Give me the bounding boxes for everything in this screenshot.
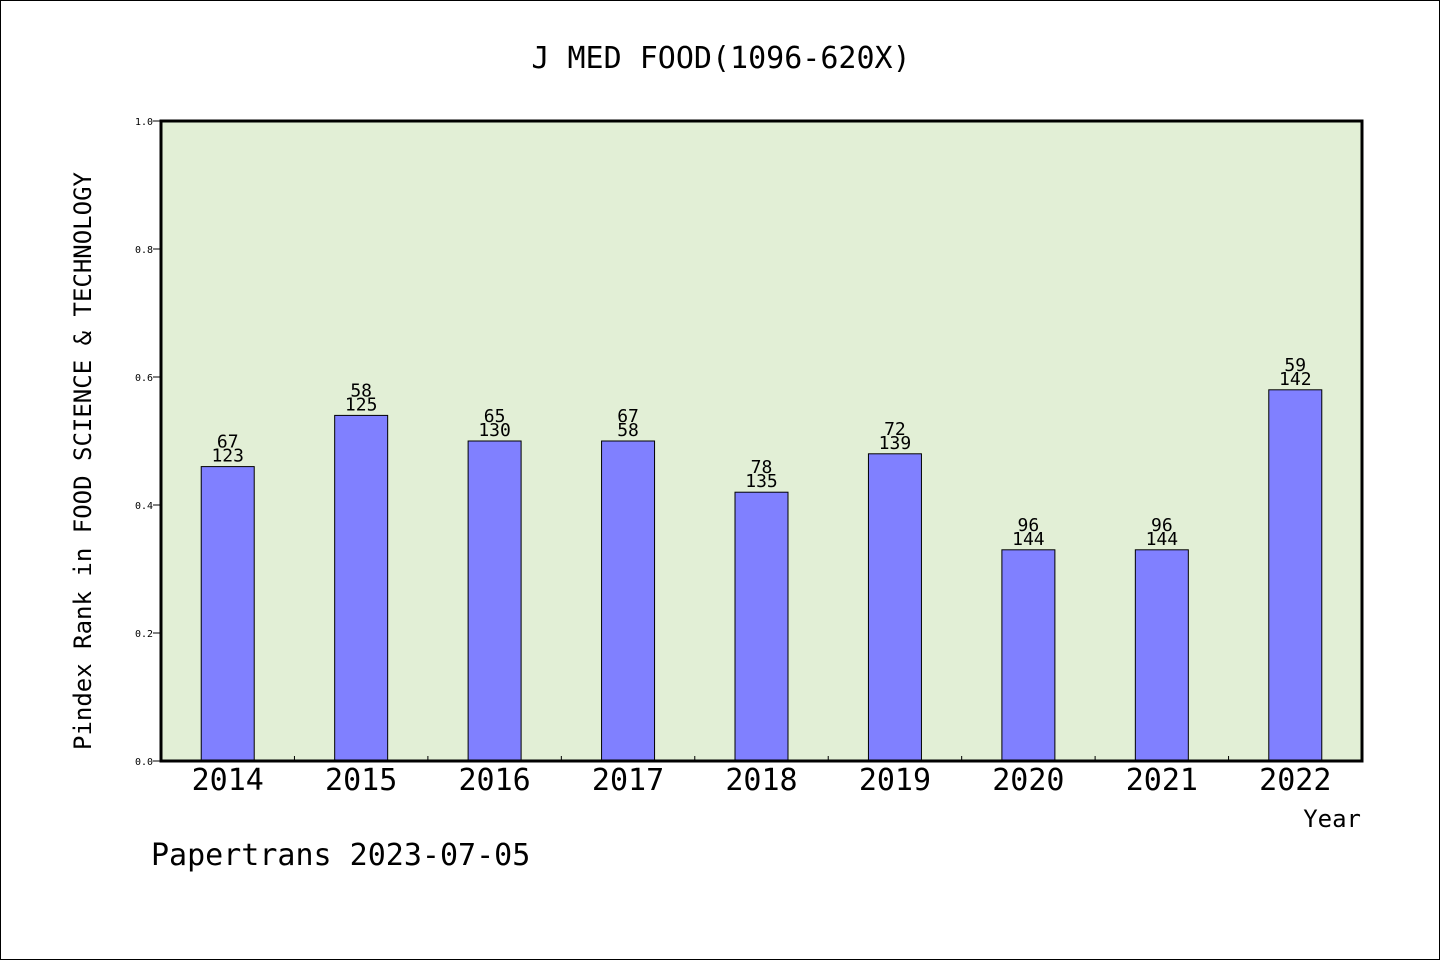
plot-border — [159, 119, 1364, 763]
bar-total-label: 144 — [1146, 529, 1179, 550]
bar-total-label: 123 — [211, 446, 244, 467]
x-axis-label: Year — [1303, 805, 1361, 833]
bar-total-label: 142 — [1279, 369, 1312, 390]
footer-text: Papertrans 2023-07-05 — [151, 838, 530, 873]
x-tick-label: 2020 — [992, 763, 1064, 798]
bar-rank-label: 59 — [1284, 355, 1306, 376]
bar-2017 — [601, 440, 656, 762]
bars: 6712358125651306758781357213996144961445… — [200, 355, 1323, 762]
bar-total-label: 144 — [1012, 529, 1045, 550]
y-tick-label: 0.4 — [135, 501, 153, 512]
x-tick-label: 2017 — [592, 763, 664, 798]
y-tick-label: 1.0 — [135, 117, 153, 128]
x-tick-label: 2016 — [458, 763, 530, 798]
y-tick-label: 0.2 — [135, 629, 153, 640]
bar-total-label: 58 — [617, 420, 639, 441]
bar-2020 — [1001, 549, 1056, 762]
x-tick-label: 2019 — [859, 763, 931, 798]
bar-rank-label: 96 — [1018, 515, 1040, 536]
bar-total-label: 139 — [879, 433, 912, 454]
x-tick-label: 2014 — [192, 763, 264, 798]
bar-total-label: 125 — [345, 394, 378, 415]
x-tick-label: 2022 — [1259, 763, 1331, 798]
x-tick-label: 2015 — [325, 763, 397, 798]
x-axis: 2014 2015 2016 2017 2018 2019 2020 2021 2022 — [192, 756, 1331, 798]
bar-rank-label: 67 — [217, 432, 239, 453]
bar-total-label: 130 — [478, 420, 511, 441]
bar-rank-label: 67 — [617, 406, 639, 427]
bar-2018 — [734, 491, 789, 762]
bar-rank-label: 96 — [1151, 515, 1173, 536]
y-tick-label: 0.0 — [135, 757, 153, 768]
bar-rank-label: 72 — [884, 419, 906, 440]
y-tick-label: 0.6 — [135, 373, 153, 384]
bar-rank-label: 65 — [484, 406, 506, 427]
bar-2016 — [467, 440, 522, 762]
y-axis-label: Pindex Rank in FOOD SCIENCE & TECHNOLOGY — [69, 171, 97, 750]
bar-2019 — [867, 453, 922, 762]
bar-2022 — [1268, 389, 1323, 762]
bar-rank-label: 78 — [751, 457, 773, 478]
y-tick-label: 0.8 — [135, 245, 153, 256]
bar-total-label: 135 — [745, 471, 778, 492]
chart-title: J MED FOOD(1096-620X) — [531, 41, 910, 76]
y-axis: 0.0 0.2 0.4 0.6 0.8 1.0 — [135, 117, 161, 768]
x-tick-label: 2021 — [1126, 763, 1198, 798]
bar-2021 — [1134, 549, 1189, 762]
bar-2015 — [334, 414, 389, 762]
bar-rank-label: 58 — [350, 380, 372, 401]
x-tick-label: 2018 — [725, 763, 797, 798]
bar-2014 — [200, 466, 255, 762]
